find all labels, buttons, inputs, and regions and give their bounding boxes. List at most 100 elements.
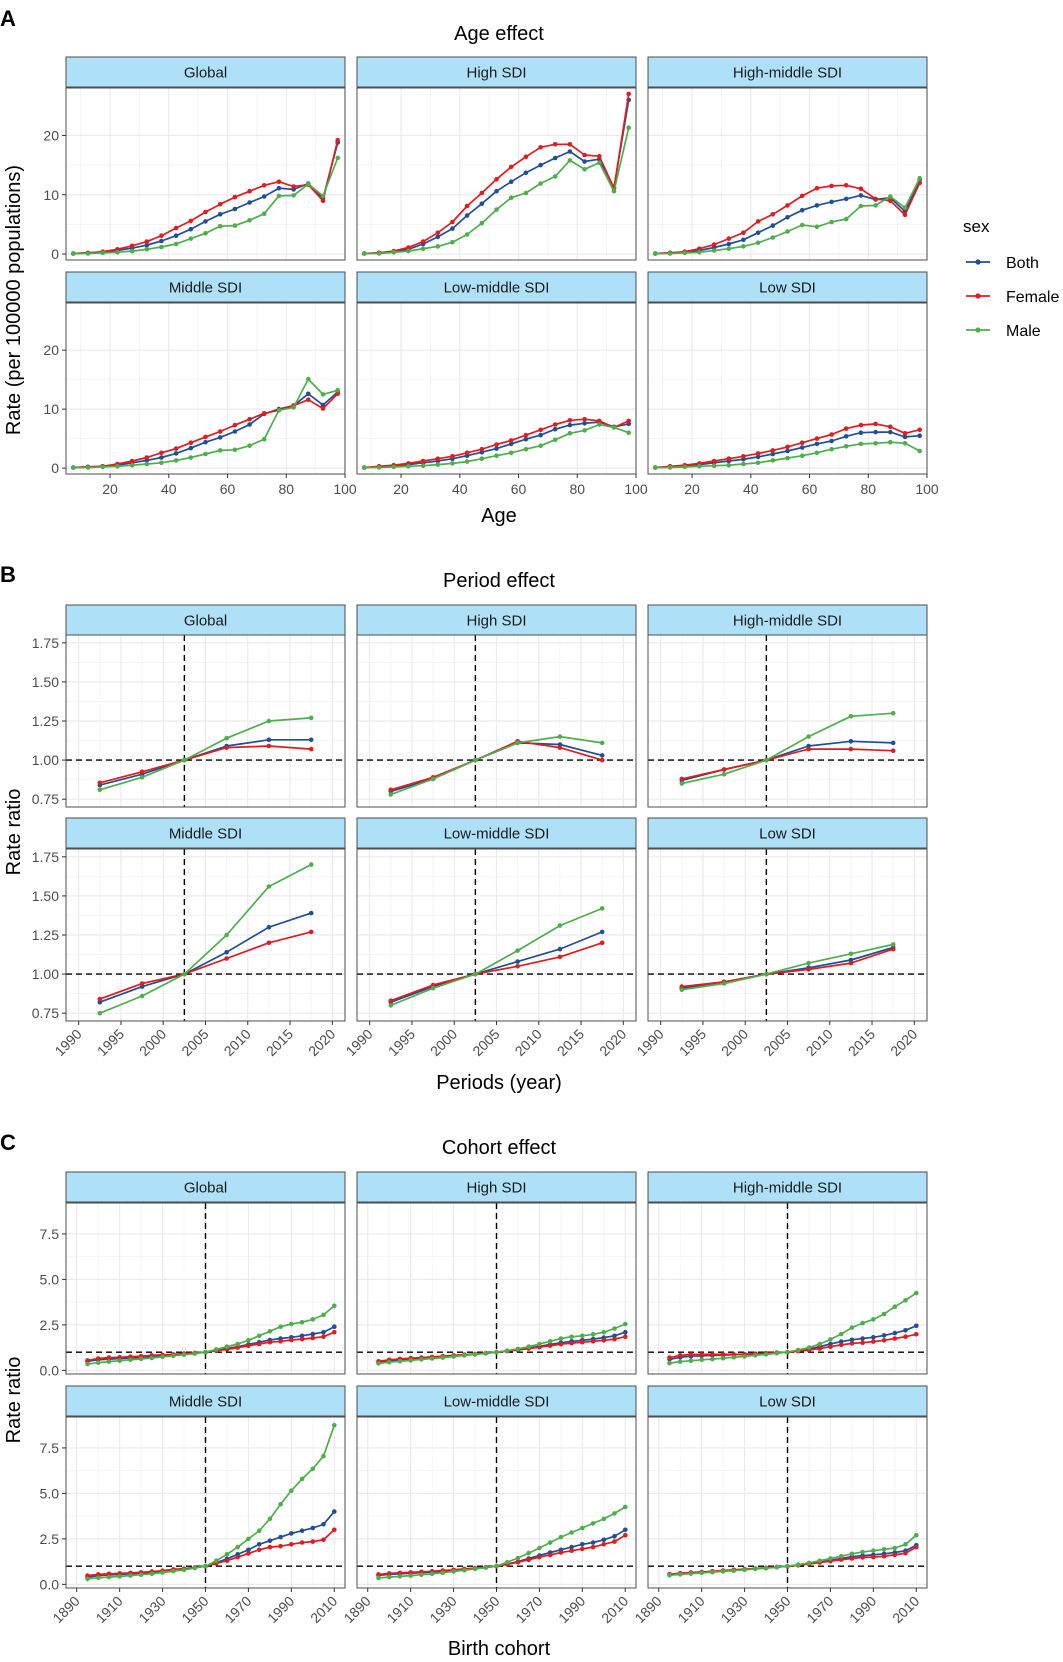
period-middle-sdi-male-point [266,884,272,889]
age-high-sdi-male-point [435,244,441,249]
age-global-female-point [335,137,341,143]
cohort-high-middle-sdi-male-point [688,1358,694,1363]
period-high-sdi-panel-border [356,634,637,808]
period-global-grid [66,635,345,807]
age-middle-sdi-male-point [173,458,179,463]
period-middle-sdi-male-point [182,971,187,977]
age-low-middle-sdi-male-point [523,446,529,452]
cohort-global-male-point [160,1354,165,1359]
age-low-middle-sdi-male-point [391,464,397,470]
age-global-both-point [144,242,150,248]
cohort-middle-sdi-male-point [278,1502,283,1507]
cohort-low-middle-sdi-female-point [569,1548,574,1553]
age-low-middle-sdi-female-point [464,450,470,456]
age-high-sdi-both-point [538,162,543,168]
age-high-middle-sdi-both-point [770,223,776,228]
cohort-low-sdi-male-point [753,1566,758,1572]
age-low-sdi-female-point [726,456,732,462]
x-tick-label: 40 [452,481,468,497]
cohort-high-sdi-female-point [558,1341,564,1347]
cohort-middle-sdi-female-point [85,1573,90,1578]
age-global-strip [65,56,346,88]
age-high-sdi-female-point [406,245,411,250]
x-tick-label: 80 [569,481,585,497]
cohort-low-middle-sdi-both-point [623,1527,628,1533]
period-global-female-line [99,745,312,784]
age-middle-sdi-both-point [159,455,164,460]
cohort-global-male-point [181,1352,187,1357]
cohort-global-male-point [149,1355,155,1361]
legend-dot-both [975,259,981,265]
period-low-middle-sdi-strip [356,817,637,849]
age-middle-sdi-female-point [217,429,223,434]
age-global-male-point [232,223,238,228]
period-low-middle-sdi-male-point [388,1003,394,1008]
period-middle-sdi-both-point [308,910,314,916]
age-middle-sdi-series [71,376,341,470]
period-low-middle-sdi-both-point [515,959,520,964]
cohort-middle-sdi-male-point [171,1568,176,1574]
cohort-middle-sdi-female-point [246,1551,251,1556]
age-high-sdi-plot-area [357,88,636,260]
age-middle-sdi-both-point [188,445,194,451]
y-tick-label: 7.5 [40,1226,60,1242]
y-tick-label: 5.0 [40,1271,60,1287]
cohort-global-panel-border [65,1202,346,1375]
age-high-sdi-female-point [508,164,514,170]
cohort-high-sdi-female-point [580,1339,585,1345]
cohort-low-middle-sdi-male-point [547,1540,553,1545]
age-high-sdi-male-point [406,248,411,254]
period-low-middle-sdi-female-point [557,954,563,960]
age-high-middle-sdi-female-point [902,212,908,218]
age-middle-sdi-female-point [232,422,238,428]
cohort-high-middle-sdi-both-point [871,1335,876,1340]
period-global-female-point [97,780,103,786]
age-middle-sdi-male-point [71,465,76,470]
period-high-middle-sdi-strip-label: High-middle SDI [733,613,842,630]
age-low-middle-sdi-series [362,416,631,470]
cohort-low-sdi-male-point [785,1563,790,1569]
cohort-low-middle-sdi-male-point [526,1550,531,1556]
cohort-high-middle-sdi-female-point [838,1342,844,1348]
cohort-low-sdi-male-point [881,1547,887,1552]
cohort-middle-sdi-series [85,1422,337,1582]
age-high-middle-sdi-male-point [770,235,776,240]
period-low-middle-sdi-male-point [515,948,520,953]
cohort-high-sdi-male-point [526,1344,531,1349]
period-middle-sdi-female-point [224,956,229,961]
cohort-global-female-point [278,1339,283,1344]
age-global-both-point [261,194,267,199]
cohort-global-male-point [310,1317,316,1322]
age-high-sdi-male-point [479,220,485,226]
age-high-middle-sdi-male-point [917,175,922,181]
y-tick-label: 5.0 [40,1485,60,1501]
period-middle-sdi-both-point [224,949,229,955]
period-high-sdi-male-point [473,757,478,763]
cohort-high-middle-sdi-male-point [838,1331,844,1337]
cohort-low-middle-sdi-female-point [580,1546,585,1552]
cohort-y-axis-title: Rate ratio [3,1357,25,1444]
period-low-sdi-female-point [848,960,854,966]
age-high-sdi-male-point [362,251,367,256]
age-high-middle-sdi-female-point [711,242,717,247]
period-high-sdi-both-point [599,753,605,758]
age-high-sdi-male-point [597,160,602,165]
age-high-sdi-male-point [626,125,631,130]
cohort-high-middle-sdi-female-point [667,1355,672,1360]
cohort-middle-sdi-male-point [235,1544,240,1550]
age-low-sdi-male-point [697,464,702,469]
cohort-high-middle-sdi-male-point [881,1311,887,1317]
age-high-middle-sdi-male-point [741,244,746,249]
cohort-high-middle-sdi-series [667,1290,919,1366]
cohort-middle-sdi-both-point [321,1522,326,1527]
age-global-female-point [291,184,296,189]
cohort-global-male-point [128,1357,133,1363]
cohort-low-middle-sdi-female-point [386,1571,392,1576]
period-low-middle-sdi-male-point [599,906,605,911]
period-low-middle-sdi-both-point [557,946,563,952]
age-high-sdi-male-point [582,167,587,172]
period-high-sdi-male-point [388,792,394,797]
cohort-low-middle-sdi-series [376,1504,628,1581]
